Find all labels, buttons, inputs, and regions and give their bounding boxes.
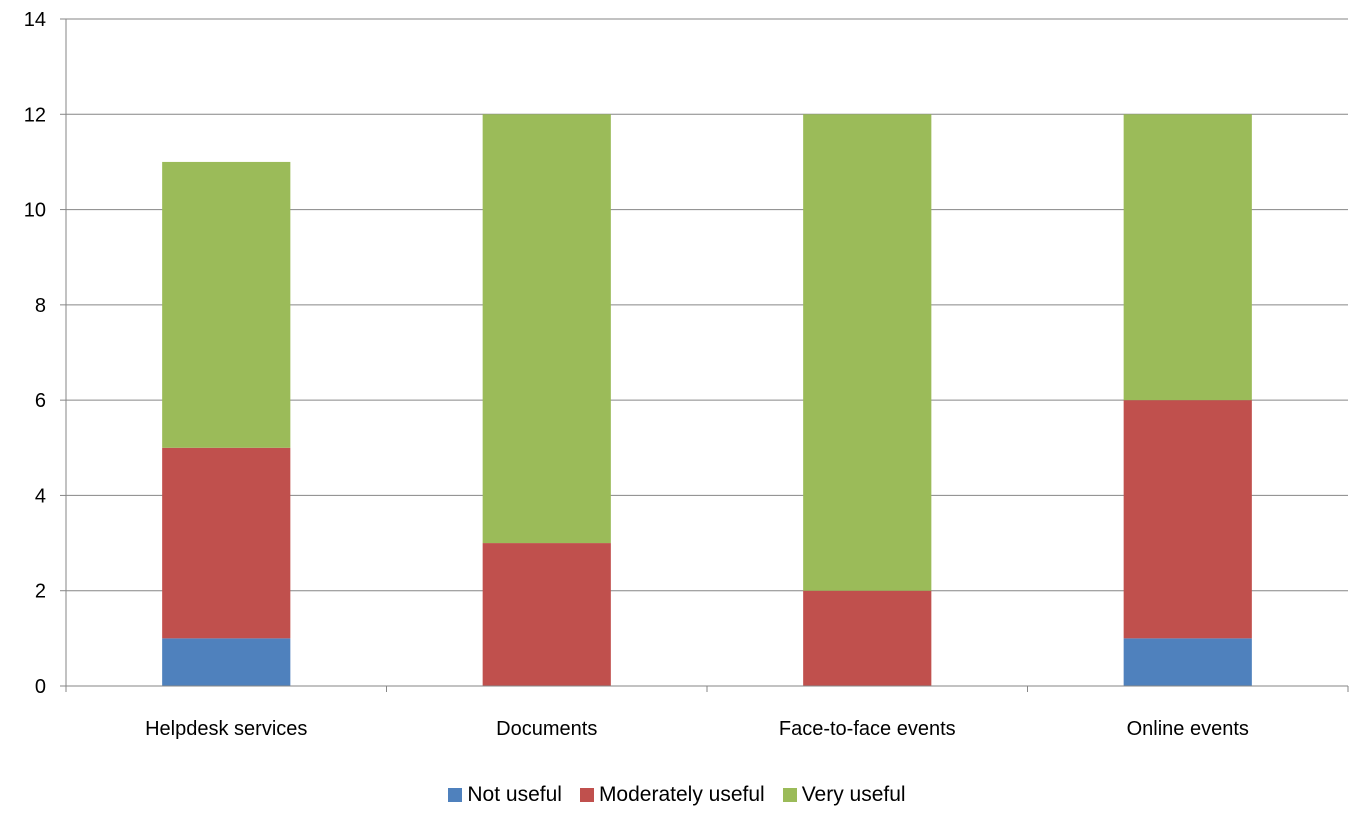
bar-very-useful xyxy=(803,114,932,591)
legend-item: Not useful xyxy=(448,783,562,807)
legend-label: Very useful xyxy=(801,783,906,806)
bar-very-useful xyxy=(1123,114,1252,401)
legend: Not useful Moderately useful Very useful xyxy=(0,783,1354,807)
legend-swatch xyxy=(448,788,463,802)
y-tick-label: 0 xyxy=(35,676,46,698)
x-tick-label: Documents xyxy=(496,718,597,740)
bar-not-useful xyxy=(162,638,291,686)
y-tick-label: 6 xyxy=(35,390,46,412)
x-tick-label: Online events xyxy=(1127,718,1249,740)
legend-label: Moderately useful xyxy=(598,783,765,806)
bar-moderately-useful xyxy=(482,543,611,686)
bar-not-useful xyxy=(1123,638,1252,686)
legend-swatch xyxy=(579,788,594,802)
axes xyxy=(60,18,1349,692)
legend-swatch xyxy=(782,788,797,802)
legend-item: Very useful xyxy=(782,783,906,807)
y-tick-label: 12 xyxy=(24,104,46,126)
bar-moderately-useful xyxy=(803,590,932,686)
y-tick-label: 14 xyxy=(24,9,46,31)
legend-label: Not useful xyxy=(467,783,562,806)
legend-item: Moderately useful xyxy=(579,783,765,807)
x-tick-label: Face-to-face events xyxy=(779,718,956,740)
bar-very-useful xyxy=(162,161,291,448)
bars xyxy=(162,114,1252,686)
y-tick-label: 2 xyxy=(35,581,46,603)
x-tick-label: Helpdesk services xyxy=(145,718,307,740)
bar-moderately-useful xyxy=(1123,400,1252,639)
bar-very-useful xyxy=(482,114,611,544)
tick-labels: 0 2 4 6 8 10 12 14 Helpdesk services Documents Fac… xyxy=(24,9,1249,740)
y-tick-label: 4 xyxy=(35,485,46,507)
y-tick-label: 10 xyxy=(24,200,46,222)
y-tick-label: 8 xyxy=(35,295,46,317)
stacked-bar-chart: 0 2 4 6 8 10 12 14 Helpdesk services Documents Fac… xyxy=(24,9,1349,740)
bar-moderately-useful xyxy=(162,447,291,639)
